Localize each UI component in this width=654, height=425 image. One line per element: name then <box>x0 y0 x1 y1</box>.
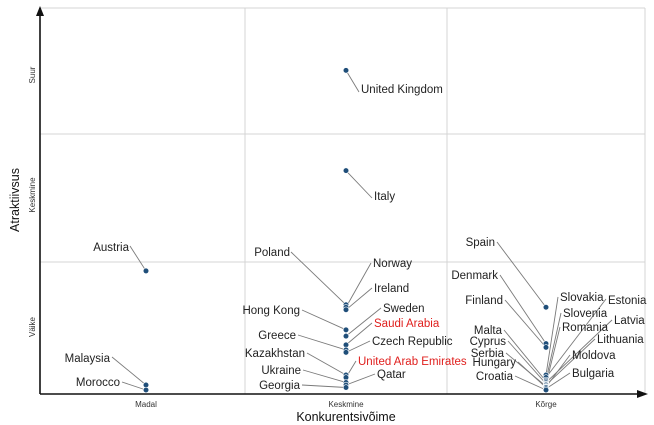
data-point <box>342 349 350 356</box>
leader-line <box>545 312 562 381</box>
point-label: Hong Kong <box>242 305 300 317</box>
leader-line <box>345 170 373 199</box>
leader-line <box>301 384 347 388</box>
point-label: Ukraine <box>261 365 301 377</box>
point-label: Romania <box>562 322 609 334</box>
leader-line <box>545 372 571 390</box>
point-label: Greece <box>258 330 296 342</box>
point-label: Poland <box>254 247 290 259</box>
leader-line <box>545 354 571 388</box>
point-label: Cyprus <box>470 336 507 348</box>
leader-line <box>496 241 547 308</box>
leader-line <box>297 334 347 351</box>
point-label: Qatar <box>377 369 406 381</box>
leader-line <box>345 307 382 337</box>
x-tick-label: Keskmine <box>328 400 364 409</box>
point-label: Malta <box>474 325 503 337</box>
point-label: Denmark <box>451 270 498 282</box>
data-point <box>342 167 350 174</box>
point-label: Hungary <box>473 357 517 369</box>
data-point <box>542 344 550 351</box>
point-label: Norway <box>373 258 412 270</box>
point-label: Czech Republic <box>372 336 453 348</box>
point-labels: United Kingdom Italy Austria Poland Norway Ir… <box>65 84 647 392</box>
y-tick-label: Keskmine <box>28 177 37 213</box>
leader-line <box>507 340 547 385</box>
leader-line <box>499 274 547 344</box>
point-label: Austria <box>93 242 129 254</box>
leader-line <box>345 322 373 346</box>
point-label: Croatia <box>476 371 514 383</box>
leader-line <box>121 381 147 391</box>
point-label: Sweden <box>383 303 425 315</box>
leader-line <box>345 287 373 311</box>
point-label: Kazakhstan <box>245 348 305 360</box>
grid <box>40 7 646 394</box>
x-tick-label: Kõrge <box>535 400 557 409</box>
point-label: Bulgaria <box>572 368 615 380</box>
y-axis-arrow <box>36 6 44 16</box>
data-point <box>542 304 550 311</box>
tick-labels: Madal Keskmine Kõrge Väike Keskmine Suur <box>28 66 557 409</box>
point-label: Ireland <box>374 283 409 295</box>
leader-line <box>306 352 347 376</box>
point-label: Italy <box>374 191 395 203</box>
data-point <box>142 267 150 275</box>
data-point <box>342 333 350 340</box>
y-tick-label: Suur <box>28 66 37 83</box>
point-label: Slovakia <box>560 292 604 304</box>
leader-line <box>129 245 147 272</box>
point-label: Latvia <box>614 315 645 327</box>
y-tick-label: Väike <box>28 316 37 337</box>
leader-line <box>302 369 347 383</box>
data-point <box>342 306 350 313</box>
x-axis-title: Konkurentsivõime <box>296 410 395 424</box>
leader-line <box>504 299 547 348</box>
leader-line <box>301 309 347 331</box>
y-axis-title: Atraktiivsus <box>8 168 22 232</box>
point-label: Morocco <box>76 377 120 389</box>
point-label: Moldova <box>572 350 616 362</box>
point-label: Spain <box>466 237 495 249</box>
point-label: Lithuania <box>597 334 644 346</box>
x-axis-arrow <box>637 390 648 398</box>
leader-line <box>345 262 372 308</box>
x-tick-label: Madal <box>135 400 157 409</box>
axes <box>36 6 648 398</box>
point-label: Saudi Arabia <box>374 318 440 330</box>
point-label: Estonia <box>608 295 647 307</box>
leader-line <box>545 338 596 386</box>
data-point <box>342 384 350 391</box>
leader-line <box>345 373 376 386</box>
point-label: United Arab Emirates <box>358 356 467 368</box>
leader-lines <box>111 70 613 391</box>
leader-line <box>111 356 147 386</box>
data-point <box>342 67 350 74</box>
leader-line <box>345 70 360 93</box>
data-point <box>142 386 150 394</box>
point-label: Georgia <box>259 380 301 392</box>
point-label: Malaysia <box>65 353 111 365</box>
leader-line <box>503 329 547 382</box>
leader-line <box>517 361 547 388</box>
point-label: United Kingdom <box>361 84 443 96</box>
leader-line <box>345 340 371 353</box>
point-label: Serbia <box>471 348 505 360</box>
data-point <box>342 326 350 333</box>
point-label: Slovenia <box>563 308 608 320</box>
leader-line <box>290 251 347 306</box>
data-points <box>142 67 550 394</box>
leader-line <box>545 298 607 378</box>
leader-line <box>545 296 559 376</box>
point-label: Finland <box>465 295 503 307</box>
leader-line <box>514 375 547 391</box>
data-point <box>542 386 550 394</box>
